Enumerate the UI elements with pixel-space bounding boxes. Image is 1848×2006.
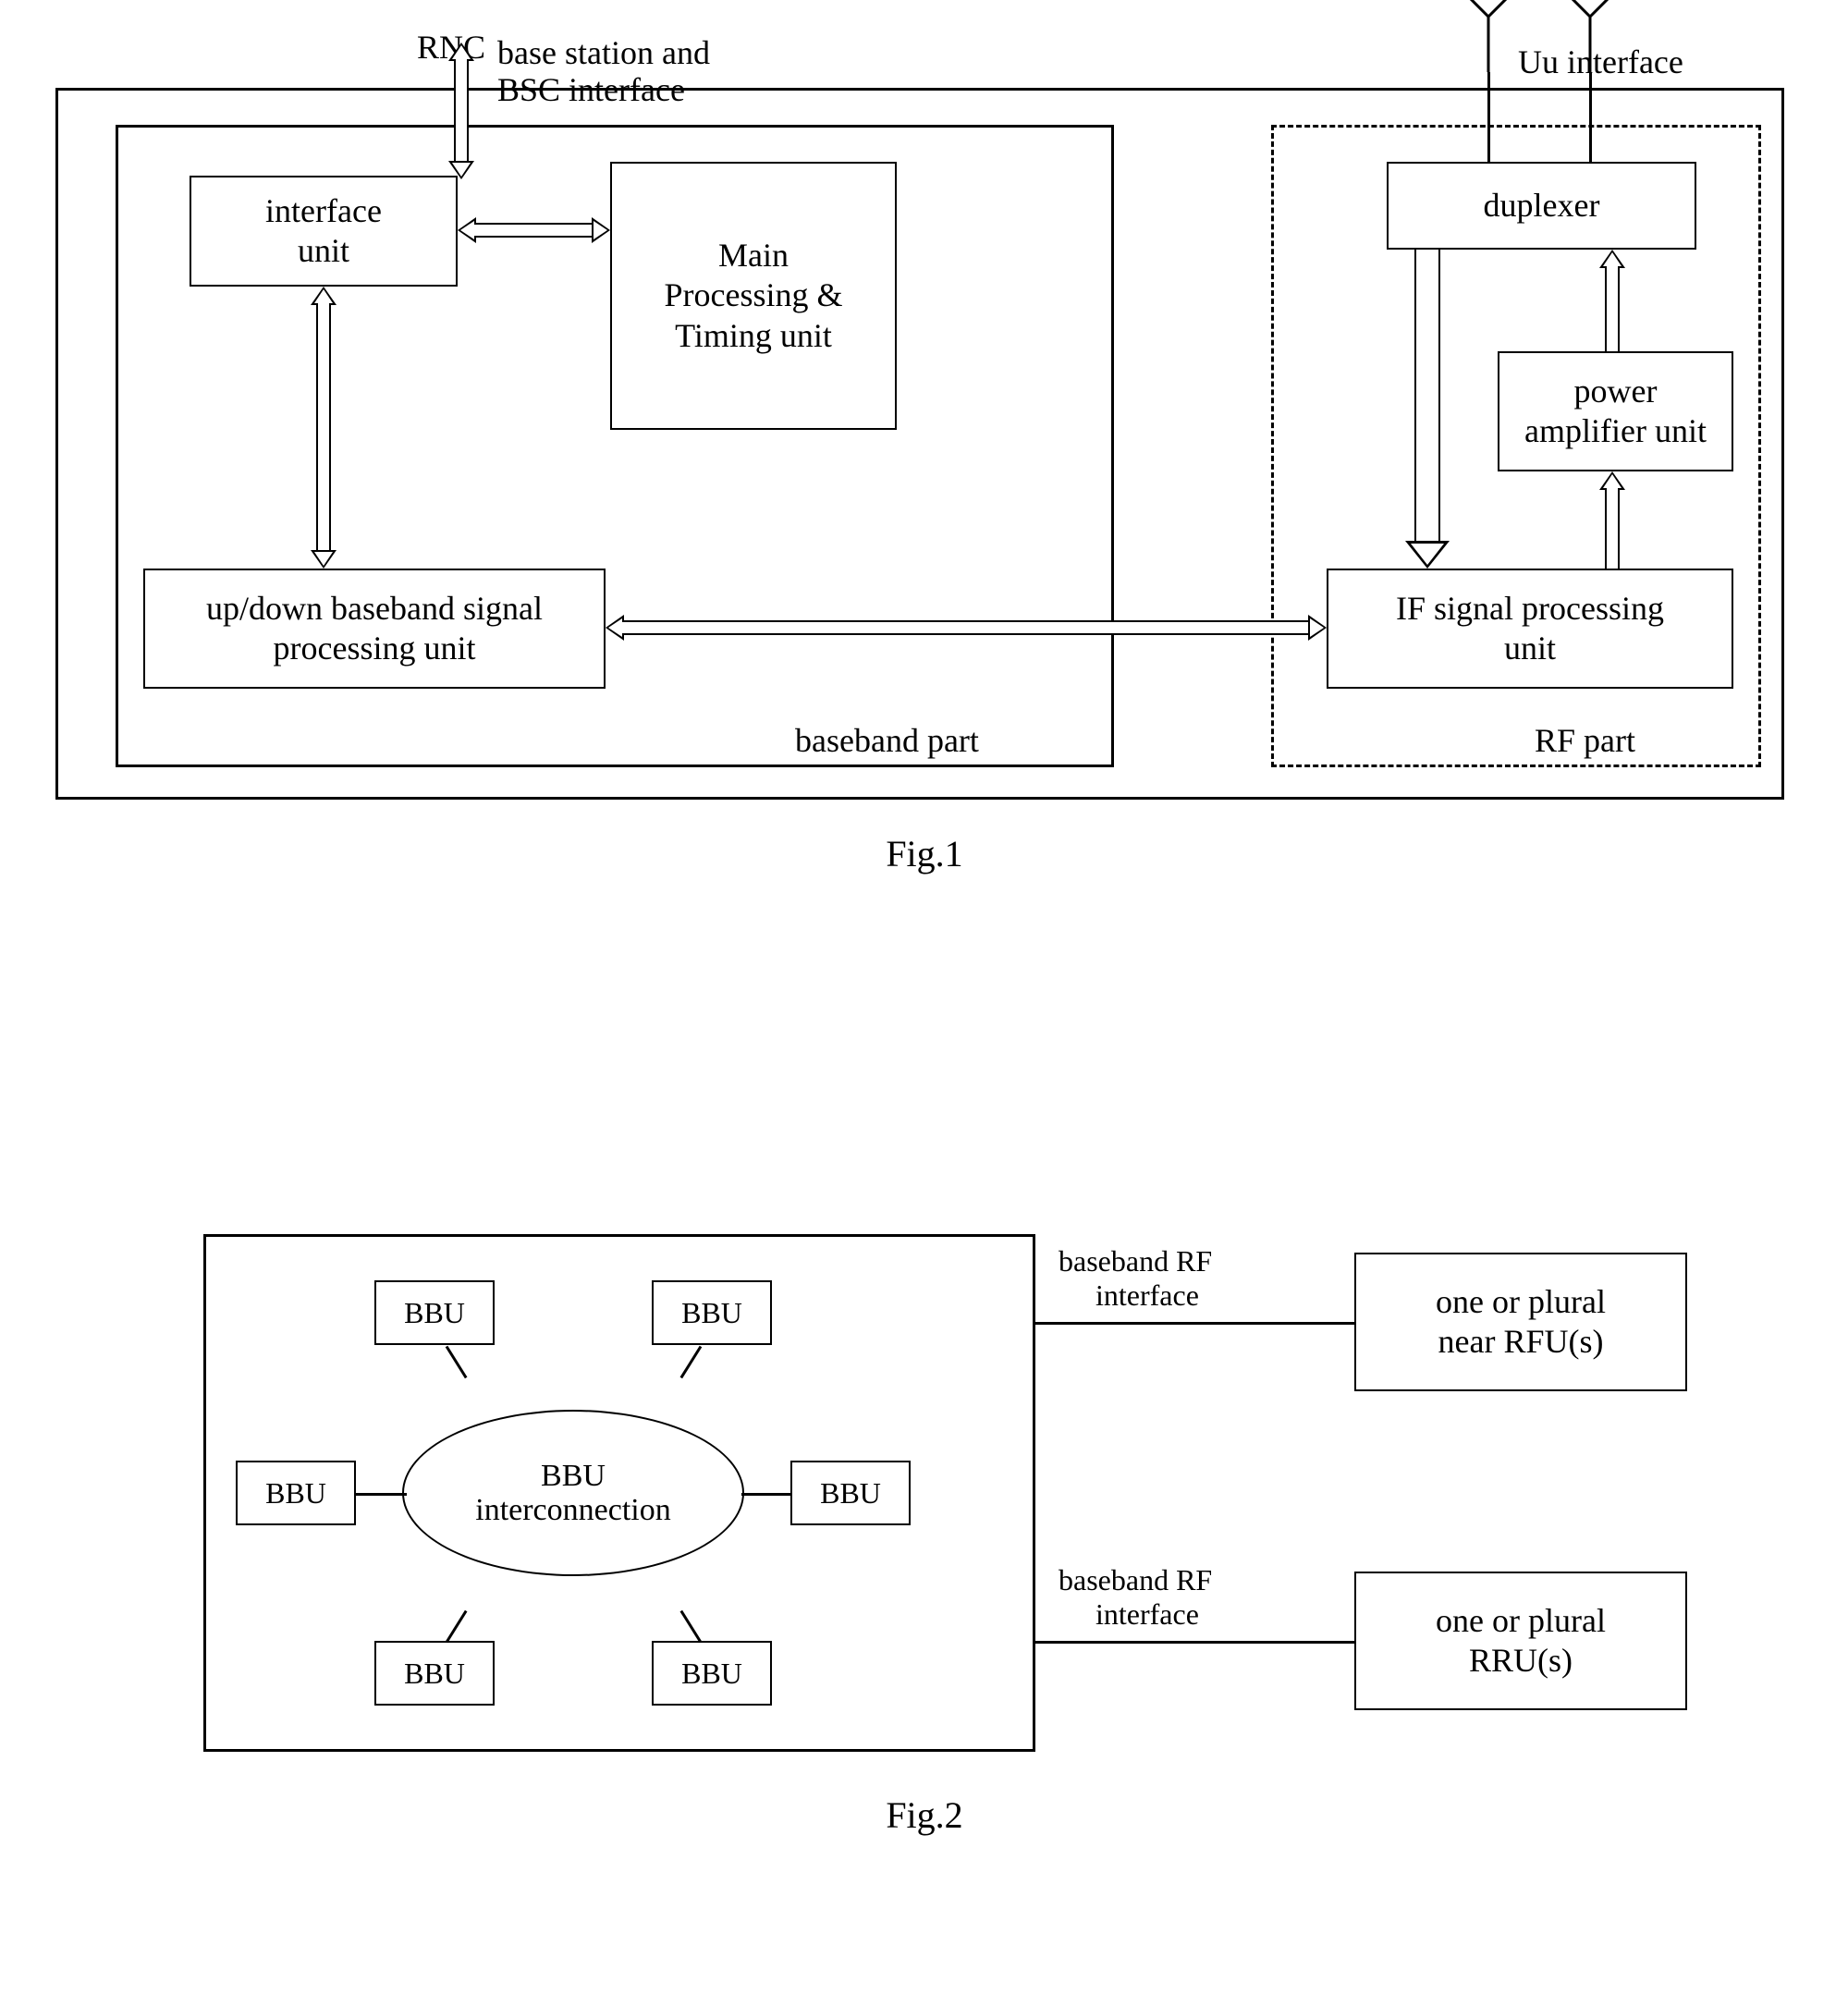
near-rfu-box: one or plural near RFU(s): [1354, 1253, 1687, 1391]
bbu-interconnection-ellipse: BBU interconnection: [402, 1410, 744, 1576]
fig1-caption: Fig.1: [37, 832, 1812, 875]
iface-label-2a: baseband RF: [1059, 1562, 1212, 1597]
if-pa-arrow: [1599, 471, 1625, 569]
power-amp-box: power amplifier unit: [1498, 351, 1733, 471]
iface-label-2b: interface: [1095, 1596, 1199, 1632]
bs-bsc-label-1: base station and: [497, 33, 710, 73]
iface-main-arrow: [458, 217, 610, 243]
updown-box: up/down baseband signal processing unit: [143, 569, 606, 689]
pa-duplexer-arrow: [1599, 250, 1625, 351]
antenna-line: [1589, 72, 1592, 162]
updown-if-arrow: [606, 615, 1327, 641]
ellipse-line2: interconnection: [475, 1493, 670, 1527]
bbu-box: BBU: [374, 1641, 495, 1706]
bbu-box: BBU: [790, 1461, 911, 1525]
antenna-line: [1487, 72, 1490, 162]
bbu-box: BBU: [652, 1641, 772, 1706]
duplexer-if-arrow: [1405, 250, 1450, 569]
rf-part-label: RF part: [1535, 721, 1635, 761]
connector-line: [356, 1493, 407, 1496]
bbu-box: BBU: [652, 1280, 772, 1345]
baseband-part-label: baseband part: [795, 721, 979, 761]
interface-unit-box: interface unit: [190, 176, 458, 287]
rru-box: one or plural RRU(s): [1354, 1572, 1687, 1710]
main-processing-box: Main Processing & Timing unit: [610, 162, 897, 430]
if-unit-box: IF signal processing unit: [1327, 569, 1733, 689]
iface-updown-arrow: [311, 287, 337, 569]
connector-line: [741, 1493, 792, 1496]
bbu-box: BBU: [374, 1280, 495, 1345]
rnc-arrow: [448, 43, 474, 179]
fig2-caption: Fig.2: [37, 1793, 1812, 1837]
duplexer-box: duplexer: [1387, 162, 1696, 250]
antenna-icon: [1461, 0, 1516, 72]
bbu-box: BBU: [236, 1461, 356, 1525]
iface-label-1b: interface: [1095, 1278, 1199, 1313]
iface-label-1a: baseband RF: [1059, 1243, 1212, 1278]
iface-line: [1035, 1322, 1354, 1325]
iface-line: [1035, 1641, 1354, 1644]
ellipse-line1: BBU: [541, 1459, 606, 1493]
antenna-icon: [1562, 0, 1618, 72]
